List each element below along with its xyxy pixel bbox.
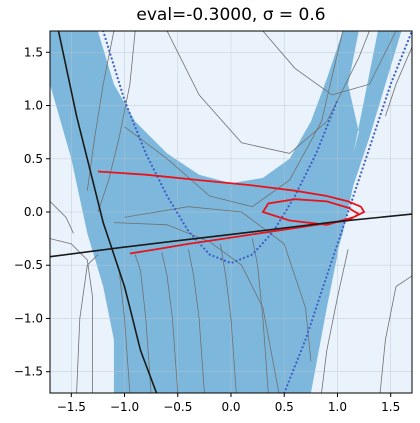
region-gap [348,31,378,154]
y-tick-label: −1.5 [14,365,43,379]
y-tick-label: −1.0 [14,311,43,325]
contour-line [321,249,349,393]
x-tick-label: 1.5 [381,400,400,414]
contour-lines [50,31,412,393]
contour-line [161,252,179,393]
x-tick-label: 0.0 [221,400,240,414]
contour-line [76,254,99,393]
contour-line [188,249,205,393]
contour-line [134,254,152,393]
contour-line [97,31,136,213]
contour-line [113,222,280,393]
contour-line [86,31,115,191]
y-tick-label: 0.5 [24,152,43,166]
contour-line [50,238,93,393]
y-axis-ticks: −1.5 −1.0 −0.5 0.0 0.5 1.0 1.5 [14,45,50,379]
contour-line [385,46,412,117]
x-axis-ticks: −1.5 −1.0 −0.5 0.0 0.5 1.0 1.5 [57,393,400,414]
series-trajectory-2 [97,170,366,255]
contour-line [166,31,370,154]
x-tick-label: 1.0 [328,400,347,414]
series-layer [50,31,412,393]
y-tick-label: −0.5 [14,258,43,272]
contour-line [379,275,412,393]
y-tick-label: 0.0 [24,205,43,219]
chart-title: eval=-0.3000, σ = 0.6 [136,5,326,25]
series-separatrix-4 [57,31,158,393]
series-dotted-curve-0 [102,31,339,265]
contour-line [124,206,312,362]
x-tick-label: 0.5 [275,400,294,414]
series-separatrix-3 [50,213,412,258]
contour-line [220,243,237,393]
contour-line [124,31,344,208]
contour-line [262,31,397,96]
contour-line [50,201,74,234]
y-tick-label: 1.0 [24,99,43,113]
x-tick-label: −0.5 [163,400,192,414]
y-tick-label: 1.5 [24,45,43,59]
series-dotted-curve-1 [283,31,412,393]
x-tick-label: −1.0 [110,400,139,414]
x-tick-label: −1.5 [57,400,86,414]
